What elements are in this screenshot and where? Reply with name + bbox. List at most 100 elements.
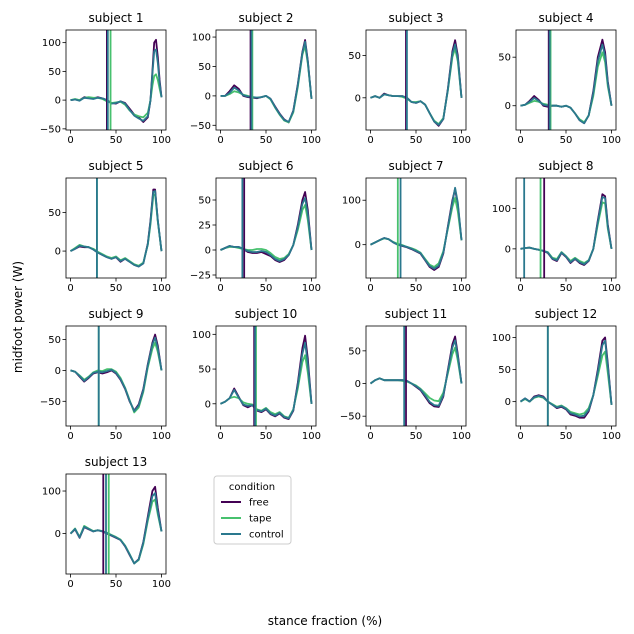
subplot-8-xtick-label: 0: [517, 283, 523, 294]
subplot-7-title: subject 7: [389, 159, 444, 173]
subplot-12-line-control: [519, 339, 613, 418]
subplot-4-ytick-label: 50: [498, 53, 511, 64]
subplot-8-frame: [515, 177, 617, 279]
subplot-11-frame: [365, 325, 467, 427]
subplot-7-ytick-label: 100: [342, 196, 361, 207]
subplot-7-ytick-label: 0: [355, 240, 361, 251]
subplot-9-xtick-label: 0: [67, 431, 73, 442]
legend-label-tape: tape: [249, 514, 272, 525]
subplot-5-frame: [65, 177, 167, 279]
subplot-1-xtick-label: 50: [110, 135, 123, 146]
subplot-6-plot-area: [220, 178, 313, 278]
subplot-6-ytick-label: 25: [198, 221, 211, 232]
subplot-2-xtick-label: 0: [217, 135, 223, 146]
subplot-1-ytick-label: 0: [55, 96, 61, 107]
subplot-13-ytick-label: 0: [55, 529, 61, 540]
subplot-8-line-tape: [520, 201, 613, 264]
subplot-13-line-control: [69, 492, 163, 565]
subplot-9-ytick-label: 50: [48, 335, 61, 346]
subplot-10-xtick-label: 100: [302, 431, 321, 442]
subplot-6-ytick-label: 50: [198, 196, 211, 207]
subplot-10-xtick-label: 50: [260, 431, 273, 442]
subplot-7-xtick-label: 50: [410, 283, 423, 294]
subplot-3-ytick-label: 0: [355, 93, 361, 104]
subplot-2-title: subject 2: [239, 11, 294, 25]
subplot-12-xtick-label: 50: [560, 431, 573, 442]
subplot-13-plot-area: [69, 474, 163, 574]
subplot-6-line-tape: [220, 204, 313, 260]
subplot-12-plot-area: [519, 326, 613, 426]
subplot-4-line-control: [520, 43, 613, 125]
subplot-11-ytick-label: 50: [348, 346, 361, 357]
subplot-11: subject 11 0 50 100 −50 0 50: [340, 307, 471, 442]
subplot-11-line-control: [369, 339, 463, 407]
subplot-2-xtick-label: 50: [260, 135, 273, 146]
subplot-2: subject 2 0 50 100 −50 0 50 100: [190, 11, 321, 146]
subplot-10-title: subject 10: [235, 307, 298, 321]
subplot-1-line-control: [70, 48, 163, 122]
subplot-2-line-control: [220, 40, 313, 123]
subplot-3-frame: [365, 29, 467, 131]
subplot-12: subject 12 0 50 100 0 50 100: [492, 307, 621, 442]
subplot-9-line-control: [70, 336, 163, 413]
subplot-8-ytick-label: 100: [492, 204, 511, 215]
subplot-1: subject 1 0 50 100 −50 0 50 100: [40, 11, 171, 146]
subplot-3-xtick-label: 50: [410, 135, 423, 146]
subplot-8-line-free: [520, 193, 613, 266]
legend-label-free: free: [249, 498, 269, 509]
subplot-1-xtick-label: 100: [152, 135, 171, 146]
subplot-9-ytick-label: 0: [55, 366, 61, 377]
y-axis-label: midfoot power (W): [11, 261, 25, 373]
subplot-10-frame: [215, 325, 317, 427]
subplot-10-plot-area: [220, 326, 313, 426]
subplot-2-plot-area: [220, 30, 313, 130]
subplot-5-ytick-label: 50: [48, 208, 61, 219]
subplot-3-plot-area: [370, 30, 463, 130]
subplot-1-title: subject 1: [89, 11, 144, 25]
subplot-9-line-tape: [70, 341, 163, 414]
subplot-10-ytick-label: 0: [205, 399, 211, 410]
subplot-13-xtick-label: 100: [152, 579, 171, 590]
subplot-13: subject 13 0 50 100 0 100: [42, 455, 171, 590]
subplot-8: subject 8 0 50 100 0 100: [492, 159, 621, 294]
subplot-3-xtick-label: 0: [367, 135, 373, 146]
subplot-2-ytick-label: 50: [198, 62, 211, 73]
subplot-6-xtick-label: 100: [302, 283, 321, 294]
subplot-7-line-control: [370, 186, 463, 270]
subplot-11-xtick-label: 100: [452, 431, 471, 442]
subplot-6-ytick-label: 0: [205, 246, 211, 257]
subplot-10-ytick-label: 100: [192, 330, 211, 341]
subplot-7: subject 7 0 50 100 0 100: [342, 159, 471, 294]
subplot-13-title: subject 13: [85, 455, 148, 469]
subplot-2-ytick-label: 0: [205, 91, 211, 102]
subplot-2-ytick-label: −50: [190, 121, 211, 132]
subplot-11-xtick-label: 0: [367, 431, 373, 442]
subplot-7-xtick-label: 0: [367, 283, 373, 294]
subplot-13-line-tape: [69, 498, 163, 565]
subplot-5-line-control: [70, 190, 163, 268]
subplot-5-xtick-label: 0: [67, 283, 73, 294]
subplot-7-plot-area: [370, 178, 463, 278]
subplot-12-ytick-label: 100: [492, 333, 511, 344]
subplot-6: subject 6 0 50 100 −25 0 25 50: [190, 159, 321, 294]
subplot-8-xtick-label: 100: [602, 283, 621, 294]
subplot-5-xtick-label: 50: [110, 283, 123, 294]
subplot-2-ytick-label: 100: [192, 33, 211, 44]
subplot-8-plot-area: [520, 178, 613, 278]
subplot-13-ytick-label: 100: [42, 487, 61, 498]
subplot-12-frame: [515, 325, 617, 427]
subplot-6-xtick-label: 0: [217, 283, 223, 294]
subplot-5-plot-area: [69, 178, 163, 278]
subplot-13-xtick-label: 0: [67, 579, 73, 590]
legend-label-control: control: [249, 530, 284, 541]
subplot-7-frame: [365, 177, 467, 279]
subplot-8-line-control: [520, 196, 613, 266]
subplot-3: subject 3 0 50 100 0 50: [348, 11, 471, 146]
subplot-4-xtick-label: 0: [517, 135, 523, 146]
subplot-1-ytick-label: 100: [42, 38, 61, 49]
subplot-5: subject 5 0 50 100 0 50: [48, 159, 171, 294]
legend: condition free tape control: [213, 475, 292, 545]
subplot-5-line-tape: [69, 193, 163, 267]
subplot-13-xtick-label: 50: [110, 579, 123, 590]
subplot-1-plot-area: [70, 30, 163, 130]
